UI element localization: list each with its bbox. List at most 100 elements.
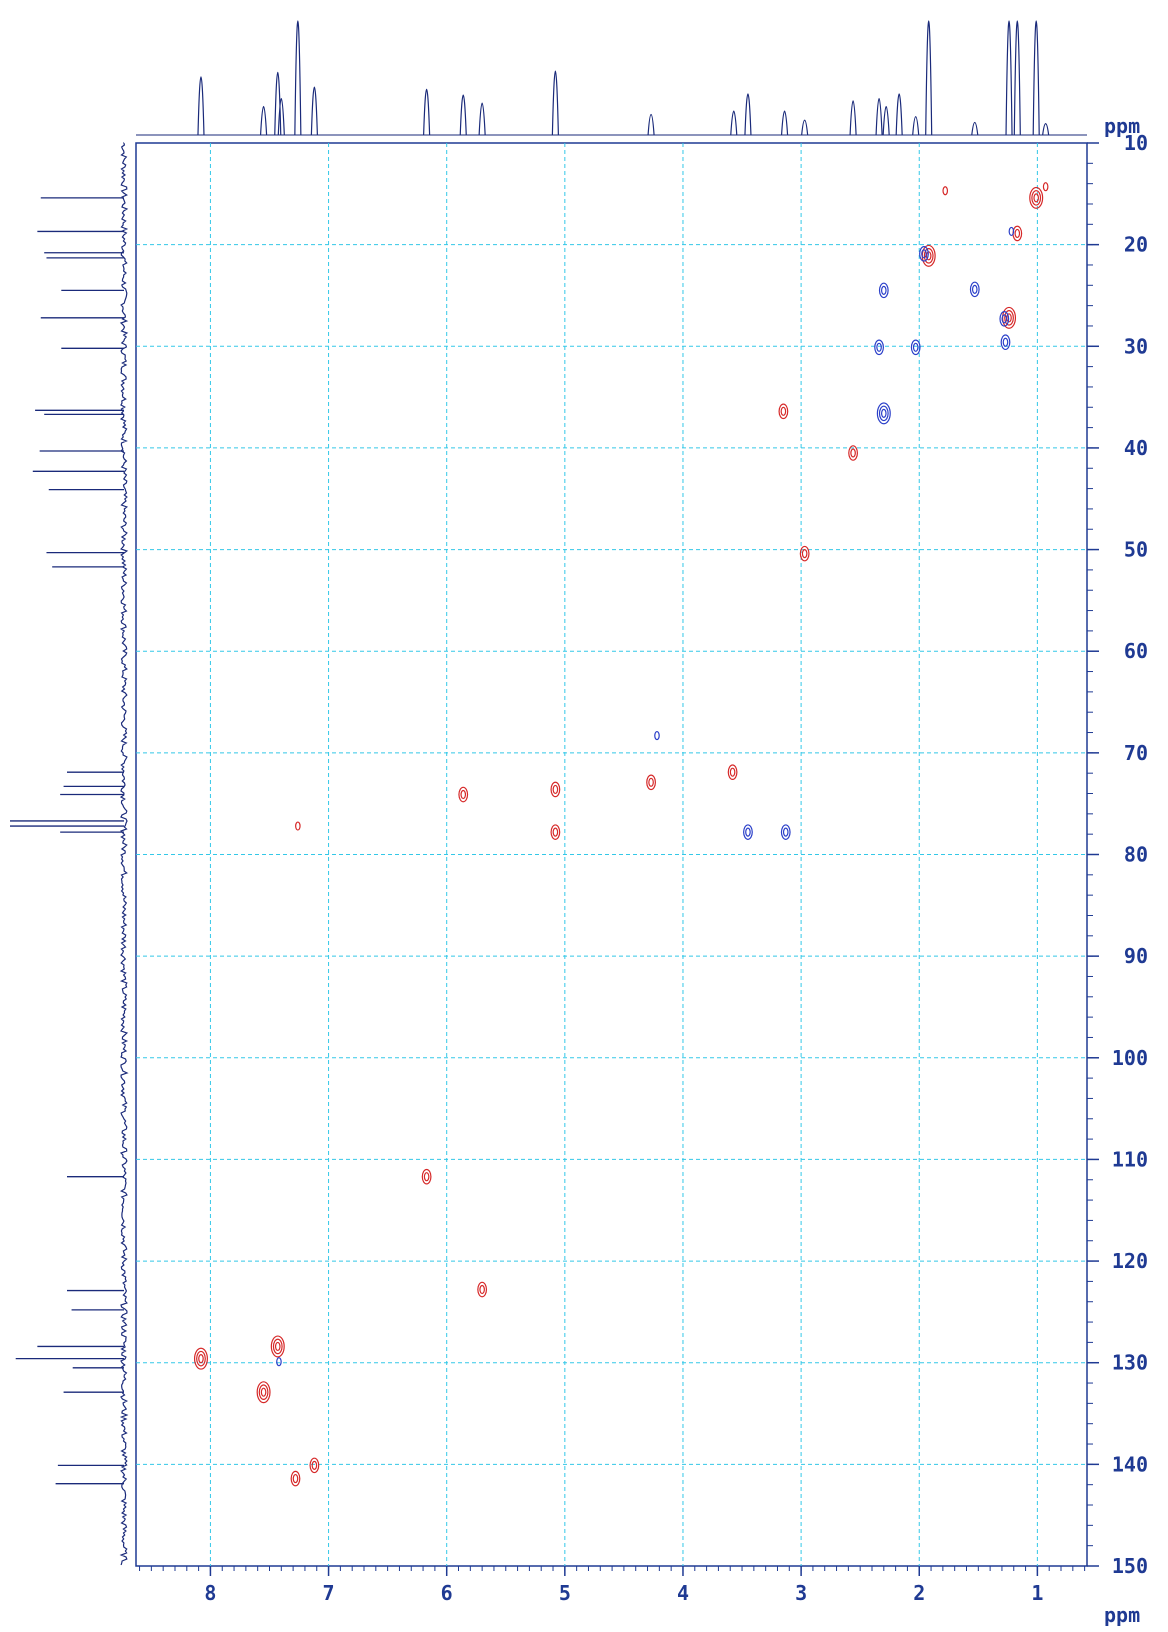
proton-peak xyxy=(459,94,467,136)
contour-ring xyxy=(421,1168,432,1185)
proton-peak xyxy=(801,119,809,136)
y-tick-label: 30 xyxy=(1124,334,1148,358)
proton-peak xyxy=(551,70,559,136)
proton-peak xyxy=(895,93,903,136)
proton-peak xyxy=(1042,123,1050,136)
proton-peak xyxy=(1013,20,1021,136)
negative-cross-peak xyxy=(876,402,891,425)
positive-cross-peak xyxy=(727,764,738,780)
contour-ring xyxy=(258,1384,269,1400)
contour-ring xyxy=(782,827,789,837)
proton-peak xyxy=(277,97,285,136)
contour-ring xyxy=(850,448,856,458)
contour-ring xyxy=(290,1470,301,1487)
positive-cross-peak xyxy=(290,1470,301,1487)
negative-cross-peak xyxy=(654,730,660,741)
contour-ring xyxy=(971,284,978,294)
positive-cross-peak xyxy=(1012,225,1023,242)
y-tick-label: 110 xyxy=(1112,1147,1148,1171)
contour-ring xyxy=(550,824,561,840)
carbon-projection xyxy=(10,142,129,1566)
contour-ring xyxy=(727,764,738,780)
negative-cross-peak xyxy=(780,824,791,840)
x-tick-label: 6 xyxy=(441,1581,453,1605)
contour-ring xyxy=(550,781,561,798)
positive-cross-peak xyxy=(550,781,561,798)
contour-ring xyxy=(198,1354,204,1364)
positive-cross-peak xyxy=(550,824,561,840)
contour-ring xyxy=(743,824,753,840)
contour-ring xyxy=(778,403,789,420)
y-tick-label: 40 xyxy=(1124,436,1148,460)
proton-peak xyxy=(875,97,883,136)
negative-cross-peak xyxy=(969,281,980,298)
contour-ring xyxy=(654,730,660,741)
contour-ring xyxy=(912,342,919,352)
contour-ring xyxy=(292,1473,299,1484)
contour-ring xyxy=(477,1281,488,1298)
contour-ring xyxy=(270,1335,285,1358)
x-axis: 8 7 6 5 4 3 2 1 xyxy=(139,1566,1086,1605)
proton-peak xyxy=(259,106,268,136)
grid-lines xyxy=(136,143,1087,1566)
y-tick-label: 140 xyxy=(1112,1452,1148,1476)
positive-cross-peak xyxy=(309,1457,320,1474)
contour-ring xyxy=(780,406,787,416)
positive-cross-peak xyxy=(421,1168,432,1185)
proton-peak xyxy=(423,88,431,136)
y-tick-label: 50 xyxy=(1124,538,1148,562)
proton-peak xyxy=(882,106,890,136)
positive-cross-peak xyxy=(477,1281,488,1298)
positive-cross-peak xyxy=(458,786,469,803)
x-tick-label: 1 xyxy=(1031,1581,1043,1605)
y-tick-label: 150 xyxy=(1112,1554,1148,1578)
positive-cross-peak xyxy=(1029,186,1044,209)
contour-ring xyxy=(745,827,751,837)
contour-ring xyxy=(1002,337,1009,347)
negative-cross-peak xyxy=(878,282,889,299)
positive-cross-peak xyxy=(1042,182,1049,192)
x-axis-unit: ppm xyxy=(1104,1603,1140,1627)
contour-ring xyxy=(1014,228,1021,239)
proton-peak xyxy=(849,100,857,136)
contour-ring xyxy=(274,1341,281,1352)
positive-cross-peak xyxy=(848,445,858,461)
y-tick-label: 80 xyxy=(1124,843,1148,867)
contour-ring xyxy=(256,1381,271,1404)
contour-ring xyxy=(276,1357,282,1367)
contour-ring xyxy=(460,789,467,800)
positive-cross-peak xyxy=(256,1381,271,1404)
positive-cross-peak xyxy=(193,1347,208,1370)
positive-cross-peak xyxy=(942,186,949,196)
contour-ring xyxy=(919,245,929,262)
contour-ring xyxy=(646,774,656,791)
y-tick-label: 10 xyxy=(1124,131,1148,155)
y-axis: 10 20 30 40 50 60 70 80 90 100 110 120 130 140 150 xyxy=(1087,131,1148,1578)
contour-ring xyxy=(999,311,1010,327)
x-tick-label: 5 xyxy=(559,1581,571,1605)
contour-ring xyxy=(969,281,980,298)
positive-cross-peak xyxy=(270,1335,285,1358)
proton-peak xyxy=(294,20,302,136)
contour-ring xyxy=(193,1347,208,1370)
contour-ring xyxy=(423,1172,430,1182)
positive-cross-peak xyxy=(295,821,301,831)
negative-cross-peak xyxy=(919,245,929,262)
contour-ring xyxy=(878,405,889,422)
contour-ring xyxy=(295,821,301,831)
contour-ring xyxy=(1000,334,1011,351)
contour-ring xyxy=(1008,226,1015,237)
y-tick-label: 70 xyxy=(1124,741,1148,765)
proton-peak xyxy=(310,86,318,136)
contour-ring xyxy=(1001,314,1008,324)
contour-ring xyxy=(729,767,736,777)
contour-ring xyxy=(876,402,891,425)
contour-ring xyxy=(1033,193,1040,203)
contour-ring xyxy=(780,824,791,840)
positive-cross-peak xyxy=(799,545,810,562)
x-tick-label: 4 xyxy=(677,1581,689,1605)
negative-cross-peak xyxy=(1000,334,1011,351)
contour-ring xyxy=(799,545,810,562)
contour-ring xyxy=(552,827,559,837)
